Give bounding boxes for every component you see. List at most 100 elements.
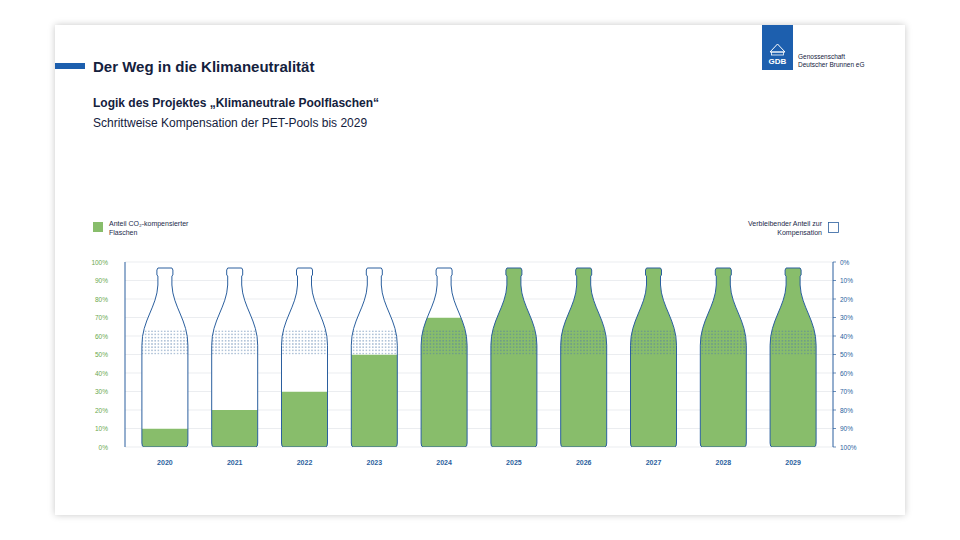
subtitle: Logik des Projektes „Klimaneutrale Poolf… xyxy=(93,96,379,110)
legend-label: Anteil CO₂-kompensierter Flaschen xyxy=(109,220,209,237)
bottle xyxy=(697,262,749,447)
bottle xyxy=(488,262,540,447)
label-texture xyxy=(767,330,819,354)
x-tick-label: 2029 xyxy=(785,459,801,466)
label-texture xyxy=(488,330,540,354)
legend-label: Verbleibender Anteil zur Kompensation xyxy=(742,220,822,237)
compensated-fill xyxy=(558,262,610,447)
plot-area xyxy=(139,262,819,447)
bottle-bg xyxy=(697,262,749,447)
bottle xyxy=(139,262,191,447)
remaining-fill xyxy=(628,262,680,263)
x-tick-label: 2025 xyxy=(506,459,522,466)
x-tick-label: 2028 xyxy=(716,459,732,466)
compensated-fill xyxy=(767,262,819,447)
y2-tick-label: 70% xyxy=(840,388,853,395)
y2-tick-label: 60% xyxy=(840,370,853,377)
bottle-bg xyxy=(558,262,610,447)
bottle-outline xyxy=(421,268,467,447)
bottle-outline xyxy=(700,268,746,447)
label-texture xyxy=(418,330,470,354)
y2-tick-label: 30% xyxy=(840,314,853,321)
bottle-outline xyxy=(491,268,537,447)
x-tick-label: 2021 xyxy=(227,459,243,466)
remaining-fill xyxy=(697,262,749,263)
compensated-fill xyxy=(209,410,261,447)
label-texture xyxy=(558,330,610,354)
title-bar xyxy=(55,63,85,69)
grid-line xyxy=(125,262,833,263)
legend-swatch xyxy=(829,223,839,233)
remaining-fill xyxy=(348,262,400,355)
y2-tick-label: 80% xyxy=(840,407,853,414)
logo-icon xyxy=(770,44,785,52)
chart: Der Weg in die Klimaneutralität Logik des… xyxy=(0,0,960,540)
remaining-fill xyxy=(488,262,540,263)
legend-swatch xyxy=(93,222,103,232)
bottle xyxy=(209,262,261,447)
bottle-bg xyxy=(209,262,261,447)
y-tick-label: 100% xyxy=(91,259,108,266)
y-tick-label: 0% xyxy=(99,444,109,451)
label-texture xyxy=(348,330,400,354)
organization: Genossenschaft Deutscher Brunnen eG xyxy=(798,53,870,68)
bottle xyxy=(279,262,331,447)
bottle xyxy=(767,262,819,447)
label-texture xyxy=(697,330,749,354)
description: Schrittweise Kompensation der PET-Pools … xyxy=(93,116,367,130)
bottle-outline xyxy=(282,268,328,447)
compensated-fill xyxy=(348,355,400,448)
y2-tick-label: 50% xyxy=(840,351,853,358)
compensated-fill xyxy=(139,429,191,448)
y-tick-label: 90% xyxy=(95,277,108,284)
bottle-bg xyxy=(488,262,540,447)
remaining-fill xyxy=(418,262,470,318)
bottle-outline xyxy=(561,268,607,447)
y-tick-label: 60% xyxy=(95,333,108,340)
label-texture xyxy=(628,330,680,354)
bottle-bg xyxy=(628,262,680,447)
x-tick-label: 2024 xyxy=(436,459,452,466)
compensated-fill xyxy=(697,262,749,447)
remaining-fill xyxy=(558,262,610,263)
y-tick-label: 10% xyxy=(95,425,108,432)
logo-box xyxy=(762,25,793,70)
bottle-bg xyxy=(139,262,191,447)
x-tick-label: 2020 xyxy=(157,459,173,466)
bottle-bg xyxy=(279,262,331,447)
y2-tick-label: 10% xyxy=(840,277,853,284)
y-tick-label: 50% xyxy=(95,351,108,358)
x-tick-label: 2022 xyxy=(297,459,313,466)
bottle-outline xyxy=(770,268,816,447)
label-texture xyxy=(139,330,191,354)
y2-tick-label: 40% xyxy=(840,333,853,340)
y2-tick-label: 20% xyxy=(840,296,853,303)
remaining-fill xyxy=(279,262,331,392)
logo-icon xyxy=(772,52,784,55)
bottle xyxy=(348,262,400,447)
bottle-bg xyxy=(767,262,819,447)
y2-tick-label: 90% xyxy=(840,425,853,432)
compensated-fill xyxy=(628,262,680,447)
y-tick-label: 70% xyxy=(95,314,108,321)
bottle-outline xyxy=(351,268,397,447)
bottle xyxy=(628,262,680,447)
y-axis xyxy=(125,262,126,447)
bottle-outline xyxy=(631,268,677,447)
remaining-fill xyxy=(209,262,261,410)
y-tick-label: 30% xyxy=(95,388,108,395)
y-tick-label: 80% xyxy=(95,296,108,303)
title: Der Weg in die Klimaneutralität xyxy=(93,58,314,75)
bottle-outline xyxy=(142,268,188,447)
bottle xyxy=(558,262,610,447)
y2-tick-label: 0% xyxy=(840,259,850,266)
remaining-fill xyxy=(139,262,191,429)
compensated-fill xyxy=(488,262,540,447)
compensated-fill xyxy=(418,318,470,448)
bottle xyxy=(418,262,470,447)
bottle-bg xyxy=(348,262,400,447)
y2-axis xyxy=(833,262,834,447)
y-tick-label: 20% xyxy=(95,407,108,414)
label-texture xyxy=(209,330,261,354)
x-tick-label: 2027 xyxy=(646,459,662,466)
